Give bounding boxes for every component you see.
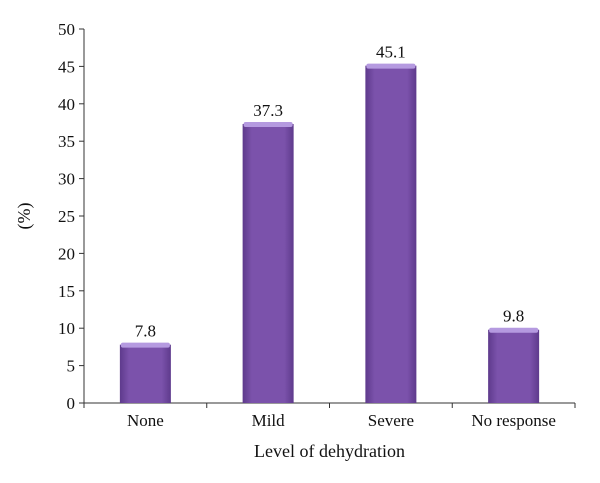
y-tick-label: 10 — [58, 319, 75, 338]
y-tick-label: 20 — [58, 244, 75, 263]
bar-body — [488, 329, 540, 403]
x-category-label: None — [127, 411, 164, 430]
x-category-label: Mild — [252, 411, 286, 430]
y-tick-label: 45 — [58, 57, 75, 76]
y-tick-label: 30 — [58, 170, 75, 189]
bar-mild — [242, 121, 294, 403]
bar-none — [119, 342, 171, 403]
data-label: 7.8 — [135, 322, 156, 341]
bar-body — [365, 65, 417, 403]
y-tick-label: 25 — [58, 207, 75, 226]
data-label: 45.1 — [376, 43, 406, 62]
bars — [119, 63, 540, 403]
bar-severe — [365, 63, 417, 403]
y-tick-label: 50 — [58, 20, 75, 39]
bar-top-cap — [120, 342, 170, 348]
x-category-label: Severe — [368, 411, 414, 430]
data-label: 37.3 — [253, 101, 283, 120]
bar-top-cap — [243, 121, 293, 127]
y-axis-ticks: 0 5 10 15 20 25 30 35 40 45 50 — [58, 20, 84, 413]
data-label: 9.8 — [503, 307, 524, 326]
bar-body — [119, 344, 171, 403]
x-axis-title: Level of dehydration — [254, 441, 405, 461]
bar-body — [242, 123, 294, 403]
bar-no-response — [488, 327, 540, 403]
y-tick-label: 40 — [58, 95, 75, 114]
bar-top-cap — [366, 63, 416, 69]
data-labels: 7.8 37.3 45.1 9.8 — [135, 43, 525, 341]
y-tick-label: 5 — [67, 357, 76, 376]
y-tick-label: 15 — [58, 282, 75, 301]
y-tick-label: 35 — [58, 132, 75, 151]
y-axis-title: (%) — [14, 203, 35, 230]
y-tick-label: 0 — [67, 394, 76, 413]
x-axis-category-labels: None Mild Severe No response — [83, 403, 576, 430]
x-category-label: No response — [471, 411, 556, 430]
bar-top-cap — [489, 327, 539, 333]
